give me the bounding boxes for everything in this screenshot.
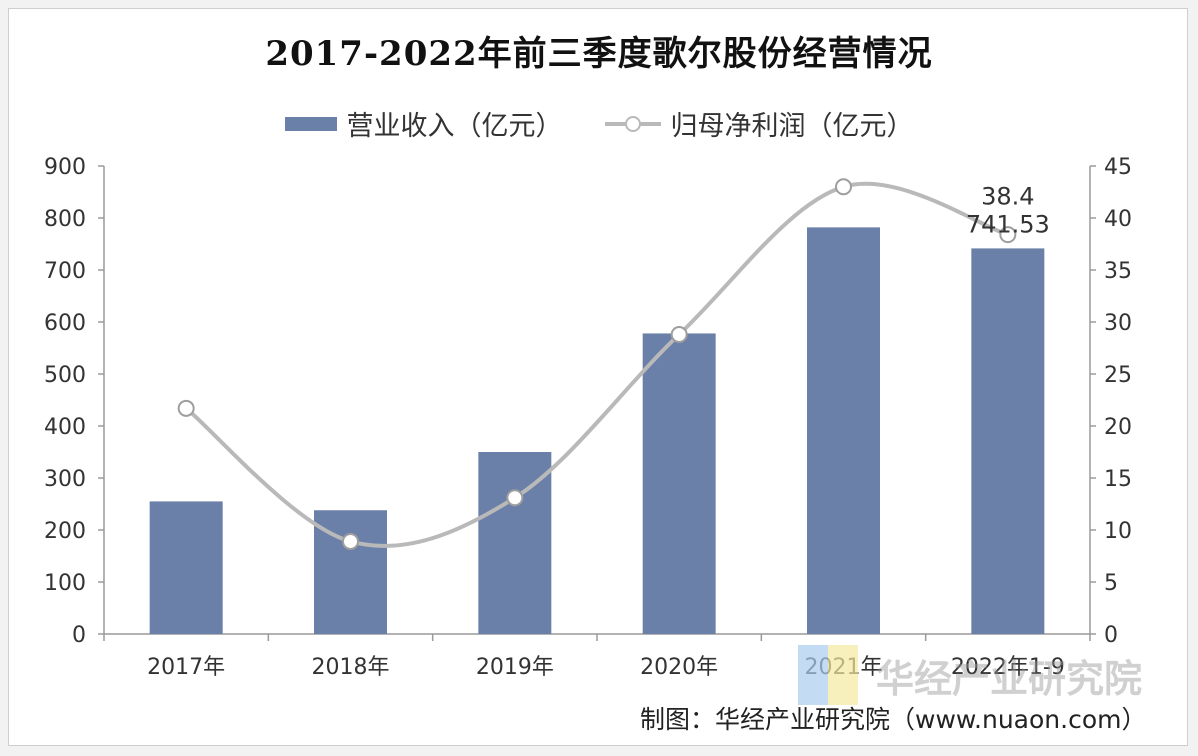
y-right-tick-label: 20 bbox=[1104, 415, 1132, 440]
point-net-profit bbox=[342, 532, 359, 550]
x-tick-label: 2017年 bbox=[147, 655, 225, 680]
legend-label-revenue: 营业收入（亿元） bbox=[346, 111, 563, 142]
legend-item-revenue: 营业收入（亿元） bbox=[284, 104, 563, 143]
watermark-text: 华经产业研究院 bbox=[876, 656, 1143, 701]
x-tick-label: 2022年1-9 bbox=[951, 655, 1065, 680]
y-left-tick-label: 200 bbox=[44, 519, 86, 544]
bar-revenue bbox=[149, 501, 223, 634]
point-net-profit bbox=[670, 325, 688, 343]
y-right-tick-label: 40 bbox=[1104, 207, 1132, 232]
x-tick-label: 2020年 bbox=[640, 655, 718, 680]
source-footer: 制图：华经产业研究院（www.nuaon.com） bbox=[640, 705, 1147, 734]
point-net-profit bbox=[506, 489, 524, 507]
chart-legend: 营业收入（亿元） 归母净利润（亿元） bbox=[0, 104, 1198, 143]
chart-title: 2017-2022年前三季度歌尔股份经营情况 bbox=[265, 34, 933, 74]
point-net-profit bbox=[177, 399, 195, 417]
y-left-tick-label: 100 bbox=[44, 571, 86, 596]
watermark-logo-icon bbox=[798, 645, 862, 705]
y-right-tick-label: 15 bbox=[1104, 467, 1132, 492]
y-left-tick-label: 700 bbox=[44, 259, 86, 284]
line-net-profit bbox=[184, 181, 1009, 548]
x-tick-label: 2019年 bbox=[476, 655, 554, 680]
y-left-tick-label: 500 bbox=[44, 363, 86, 388]
bar-revenue bbox=[971, 248, 1045, 634]
watermark: 华经产业研究院 bbox=[798, 644, 1158, 706]
y-right-tick-label: 5 bbox=[1104, 571, 1118, 596]
bar-revenue bbox=[807, 227, 880, 635]
y-left-tick-label: 300 bbox=[44, 467, 86, 492]
data-label-net-profit: 38.4 bbox=[981, 183, 1034, 211]
y-left-tick-label: 800 bbox=[44, 207, 86, 232]
point-net-profit bbox=[835, 178, 852, 196]
y-left-tick-label: 400 bbox=[44, 415, 86, 440]
y-right-tick-label: 35 bbox=[1104, 259, 1132, 284]
bar-revenue bbox=[642, 333, 716, 634]
legend-item-net-profit: 归母净利润（亿元） bbox=[604, 104, 914, 143]
y-left-tick-label: 600 bbox=[44, 311, 86, 336]
data-label-revenue: 741.53 bbox=[966, 210, 1050, 238]
y-left-tick-label: 0 bbox=[72, 623, 86, 648]
y-right-tick-label: 10 bbox=[1104, 519, 1132, 544]
y-right-tick-label: 0 bbox=[1104, 623, 1118, 648]
legend-bar-swatch bbox=[284, 116, 337, 131]
legend-line-swatch bbox=[604, 115, 661, 132]
point-net-profit bbox=[999, 226, 1017, 244]
y-right-tick-label: 25 bbox=[1104, 363, 1132, 388]
y-right-tick-label: 45 bbox=[1104, 155, 1132, 180]
y-right-tick-label: 30 bbox=[1104, 311, 1132, 336]
legend-label-net-profit: 归母净利润（亿元） bbox=[670, 111, 914, 142]
y-left-tick-label: 900 bbox=[44, 155, 86, 180]
x-tick-label: 2018年 bbox=[312, 655, 390, 680]
